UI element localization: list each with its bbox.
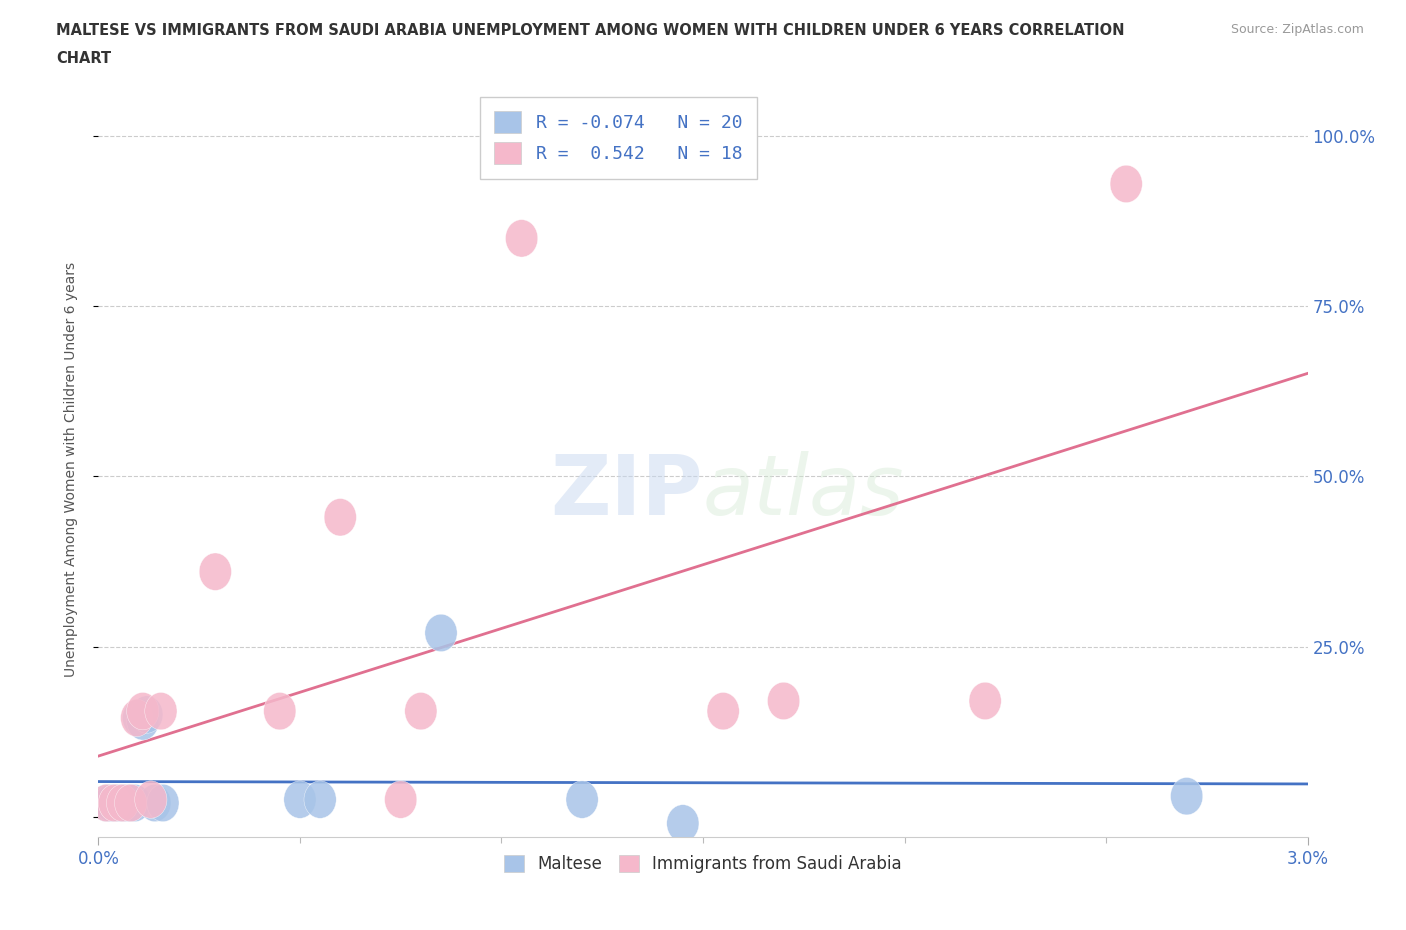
Ellipse shape xyxy=(114,784,146,822)
Ellipse shape xyxy=(93,784,125,822)
Ellipse shape xyxy=(666,804,699,842)
Ellipse shape xyxy=(98,784,131,822)
Ellipse shape xyxy=(264,693,295,730)
Ellipse shape xyxy=(103,784,135,822)
Ellipse shape xyxy=(114,784,146,822)
Text: CHART: CHART xyxy=(56,51,111,66)
Ellipse shape xyxy=(118,784,150,822)
Ellipse shape xyxy=(145,693,177,730)
Text: Source: ZipAtlas.com: Source: ZipAtlas.com xyxy=(1230,23,1364,36)
Text: atlas: atlas xyxy=(703,451,904,532)
Ellipse shape xyxy=(131,696,163,733)
Ellipse shape xyxy=(107,784,139,822)
Ellipse shape xyxy=(506,219,537,257)
Ellipse shape xyxy=(325,498,356,536)
Ellipse shape xyxy=(969,683,1001,720)
Ellipse shape xyxy=(405,693,437,730)
Ellipse shape xyxy=(127,693,159,730)
Ellipse shape xyxy=(146,784,179,822)
Ellipse shape xyxy=(107,784,139,822)
Y-axis label: Unemployment Among Women with Children Under 6 years: Unemployment Among Women with Children U… xyxy=(63,262,77,677)
Text: ZIP: ZIP xyxy=(551,451,703,532)
Ellipse shape xyxy=(121,699,153,737)
Ellipse shape xyxy=(200,553,232,591)
Ellipse shape xyxy=(94,784,127,822)
Ellipse shape xyxy=(1111,166,1142,203)
Ellipse shape xyxy=(567,781,598,818)
Ellipse shape xyxy=(1171,777,1202,815)
Ellipse shape xyxy=(127,703,159,740)
Ellipse shape xyxy=(425,614,457,652)
Ellipse shape xyxy=(135,781,167,818)
Ellipse shape xyxy=(98,784,131,822)
Ellipse shape xyxy=(139,784,172,822)
Ellipse shape xyxy=(304,781,336,818)
Ellipse shape xyxy=(707,693,740,730)
Ellipse shape xyxy=(284,781,316,818)
Ellipse shape xyxy=(90,784,122,822)
Ellipse shape xyxy=(90,784,122,822)
Ellipse shape xyxy=(385,781,416,818)
Ellipse shape xyxy=(122,699,155,737)
Ellipse shape xyxy=(768,683,800,720)
Text: MALTESE VS IMMIGRANTS FROM SAUDI ARABIA UNEMPLOYMENT AMONG WOMEN WITH CHILDREN U: MALTESE VS IMMIGRANTS FROM SAUDI ARABIA … xyxy=(56,23,1125,38)
Legend: Maltese, Immigrants from Saudi Arabia: Maltese, Immigrants from Saudi Arabia xyxy=(498,848,908,880)
Ellipse shape xyxy=(111,784,143,822)
